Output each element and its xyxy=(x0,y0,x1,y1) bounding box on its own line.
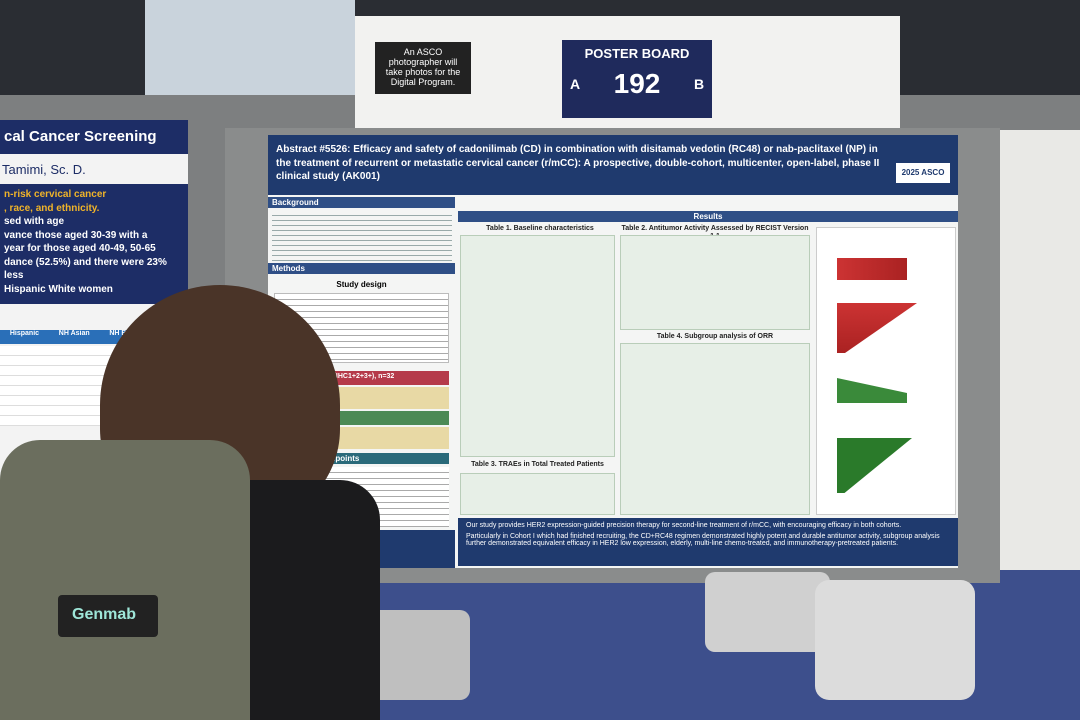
pillar xyxy=(1000,130,1080,570)
left-title: cal Cancer Screening xyxy=(0,120,188,154)
table xyxy=(620,235,810,330)
sign-left: A xyxy=(570,76,581,92)
backpack: Genmab xyxy=(0,440,250,720)
window xyxy=(145,0,355,100)
chair xyxy=(370,610,470,700)
section-heading: Background xyxy=(268,197,455,208)
section-heading: Methods xyxy=(268,263,455,274)
figure xyxy=(837,438,912,493)
table xyxy=(460,235,615,457)
backpack-logo: Genmab xyxy=(58,595,158,637)
figure xyxy=(837,378,907,403)
chair xyxy=(815,580,975,700)
left-findings: n-risk cervical cancer , race, and ethni… xyxy=(0,184,188,304)
sign-right: B xyxy=(694,76,705,92)
figure xyxy=(837,258,907,280)
table-caption: Table 4. Subgroup analysis of ORR xyxy=(656,333,774,340)
table-caption: Table 1. Baseline characteristics xyxy=(486,225,594,232)
conclusions: Our study provides HER2 expression-guide… xyxy=(458,518,958,566)
left-author: Tamimi, Sc. D. xyxy=(2,162,86,177)
chair xyxy=(705,572,830,652)
finding: n-risk cervical cancer xyxy=(4,189,107,200)
column: NH Asian xyxy=(58,330,90,337)
sign-number: 192 xyxy=(613,68,661,99)
section-heading: Results xyxy=(458,211,958,222)
table xyxy=(620,343,810,515)
notice: An ASCO photographer will take photos fo… xyxy=(375,42,471,94)
sign-title: POSTER BOARD xyxy=(584,46,690,61)
text-block xyxy=(272,211,452,261)
finding: , race, and ethnicity. xyxy=(4,202,100,214)
conclusion-item: Particularly in Cohort I which had finis… xyxy=(466,533,940,547)
finding: dance (52.5%) and there were 23% less xyxy=(4,256,167,282)
poster-title: Abstract #5526: Efficacy and safety of c… xyxy=(276,144,880,182)
logo: 2025 ASCO xyxy=(896,163,950,183)
finding: vance those aged 30-39 with a xyxy=(4,229,148,241)
conclusion-item: Our study provides HER2 expression-guide… xyxy=(466,522,902,529)
finding: Hispanic White women xyxy=(4,283,113,295)
finding: year for those aged 40-49, 50-65 xyxy=(4,243,156,254)
table xyxy=(460,473,615,515)
column: Hispanic xyxy=(9,330,40,337)
poster-board-sign: POSTER BOARD A 192 B xyxy=(562,40,712,118)
subheading: Study design xyxy=(336,280,387,289)
figures xyxy=(816,227,956,515)
table-caption: Table 3. TRAEs in Total Treated Patients xyxy=(471,461,604,468)
finding: sed with age xyxy=(4,216,65,227)
poster-header: Abstract #5526: Efficacy and safety of c… xyxy=(268,135,958,195)
figure xyxy=(837,303,917,353)
